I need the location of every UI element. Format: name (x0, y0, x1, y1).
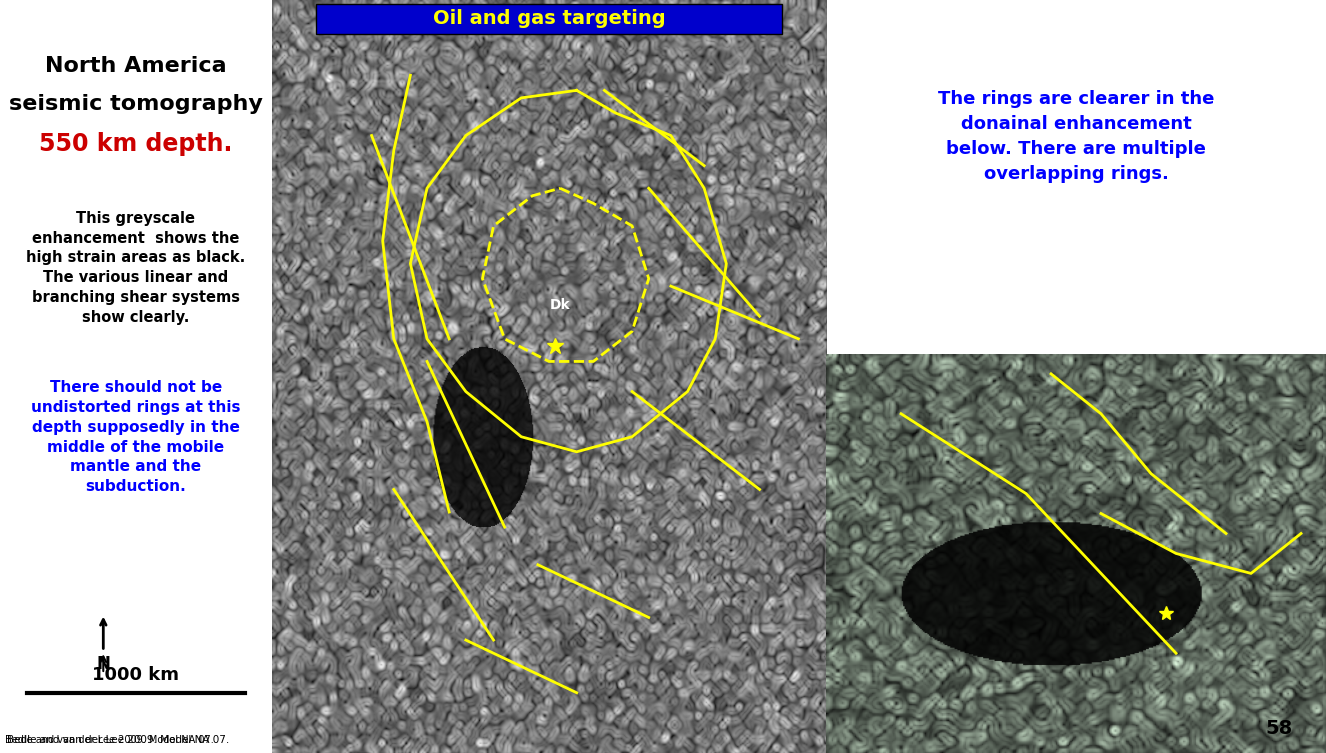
Text: There should not be
undistorted rings at this
depth supposedly in the
middle of : There should not be undistorted rings at… (32, 380, 240, 494)
Text: Bedle and van der Lee 2009. Model NA 07.: Bedle and van der Lee 2009. Model NA 07. (7, 736, 229, 745)
FancyBboxPatch shape (316, 4, 782, 34)
Text: N: N (97, 655, 110, 673)
Text: The rings are clearer in the
donainal enhancement
below. There are multiple
over: The rings are clearer in the donainal en… (937, 90, 1215, 184)
Text: Oil and gas targeting: Oil and gas targeting (432, 9, 666, 29)
Text: North America: North America (45, 56, 227, 77)
Text: This greyscale
enhancement  shows the
high strain areas as black.
The various li: This greyscale enhancement shows the hig… (27, 211, 245, 325)
Text: 1000 km: 1000 km (93, 666, 179, 684)
Text: Dk: Dk (550, 298, 570, 312)
Text: Bedle and van der Lee 2009. Model NA 07.: Bedle and van der Lee 2009. Model NA 07. (5, 736, 215, 745)
Text: 58: 58 (1265, 719, 1293, 738)
Text: 550 km depth.: 550 km depth. (40, 132, 232, 156)
Text: seismic tomography: seismic tomography (9, 94, 263, 114)
